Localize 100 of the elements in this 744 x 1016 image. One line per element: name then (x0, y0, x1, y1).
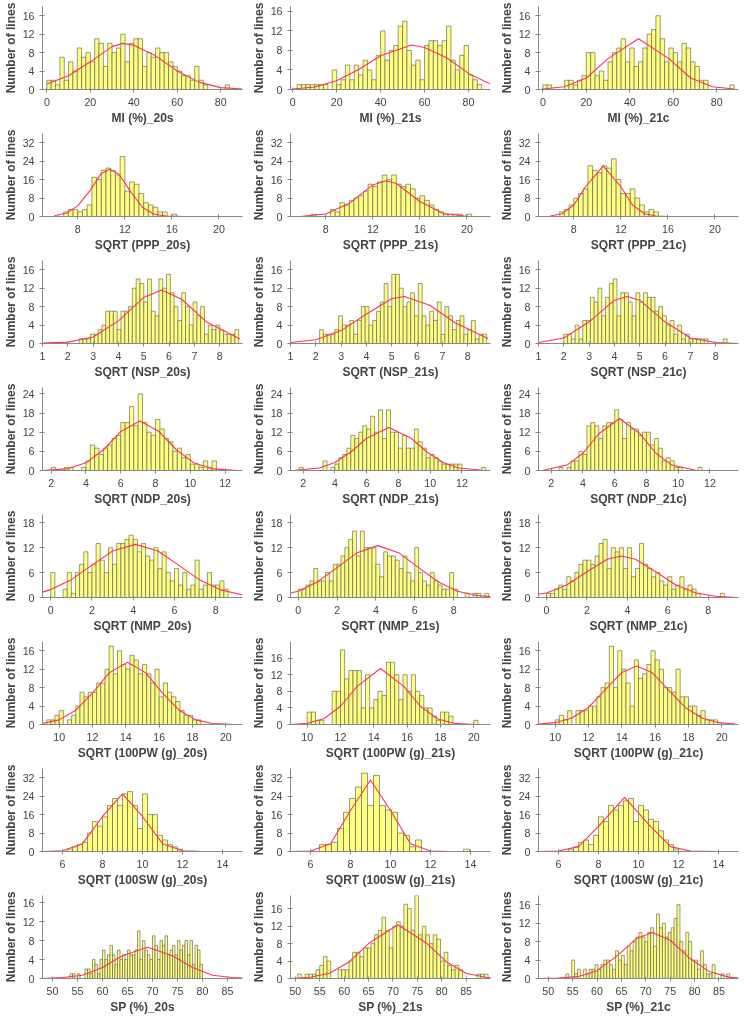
x-tick-label: 2 (312, 349, 319, 362)
x-tick-label: 20 (709, 222, 721, 235)
y-axis-title: Number of lines (3, 129, 18, 221)
y-tick-label: 0 (28, 464, 35, 477)
y-tick-label: 16 (22, 808, 35, 821)
y-tick-label: 0 (28, 83, 35, 96)
y-tick-label: 8 (524, 46, 531, 59)
x-tick-label: 12 (704, 476, 716, 489)
x-tick-label: 8 (216, 349, 223, 362)
x-tick-label: 16 (649, 730, 662, 743)
y-tick-label: 16 (270, 263, 283, 276)
y-tick-label: 32 (518, 136, 531, 149)
y-axis-title: Number of lines (251, 764, 266, 856)
y-tick-label: 0 (524, 718, 531, 731)
x-tick-label: 55 (313, 984, 326, 997)
x-axis-title: SQRT (NDP_20s) (94, 491, 191, 506)
y-tick-label: 16 (518, 808, 531, 821)
y-tick-label: 16 (22, 263, 35, 276)
x-tick-label: 3 (338, 349, 345, 362)
x-tick-label: 60 (96, 984, 109, 997)
x-tick-label: 8 (464, 349, 471, 362)
y-tick-label: 12 (270, 541, 283, 554)
x-tick-label: 16 (401, 730, 414, 743)
x-axis-title: SQRT (NMP_20s) (93, 618, 192, 633)
x-tick-label: 6 (307, 857, 314, 870)
y-tick-label: 12 (22, 282, 35, 295)
y-axis-title: Number of lines (499, 256, 514, 348)
x-tick-label: 60 (418, 95, 431, 108)
x-axis-title: SQRT (100PW (g)_21s) (325, 745, 456, 760)
x-tick-label: 75 (411, 984, 424, 997)
x-tick-label: 10 (672, 476, 685, 489)
y-tick-label: 32 (22, 136, 35, 149)
y-tick-label: 12 (518, 541, 531, 554)
x-tick-label: 12 (219, 476, 232, 489)
x-tick-label: 5 (636, 349, 643, 362)
y-axis-title: Number of lines (499, 764, 514, 856)
x-tick-label: 10 (184, 476, 197, 489)
x-tick-label: 20 (467, 730, 480, 743)
x-axis-title: SQRT (PPP_21c) (590, 237, 687, 252)
y-tick-label: 32 (518, 771, 531, 784)
y-tick-label: 12 (22, 915, 35, 928)
x-tick-label: 16 (153, 730, 166, 743)
x-tick-label: 85 (713, 984, 725, 997)
x-tick-label: 20 (580, 95, 593, 108)
y-axis-title: Number of lines (3, 256, 18, 348)
y-axis-title: Number of lines (3, 510, 18, 602)
y-tick-label: 24 (270, 790, 283, 803)
y-tick-label: 4 (276, 63, 283, 76)
y-tick-label: 12 (22, 663, 35, 676)
x-tick-label: 80 (214, 95, 227, 108)
y-tick-label: 4 (276, 701, 283, 714)
y-tick-label: 18 (518, 516, 531, 529)
y-tick-label: 6 (524, 445, 531, 458)
y-tick-label: 0 (276, 210, 283, 223)
y-tick-label: 16 (518, 9, 531, 22)
x-tick-label: 75 (171, 984, 184, 997)
y-tick-label: 8 (28, 192, 35, 205)
y-tick-label: 12 (270, 668, 283, 681)
x-tick-label: 8 (99, 857, 106, 870)
x-tick-label: 7 (439, 349, 446, 362)
y-tick-label: 0 (276, 337, 283, 350)
y-tick-label: 12 (518, 28, 531, 41)
y-tick-label: 18 (22, 407, 35, 420)
x-axis-title: SQRT (100SW (g)_21s) (325, 872, 456, 887)
x-tick-label: 12 (614, 222, 627, 235)
y-tick-label: 16 (270, 652, 283, 665)
x-tick-label: 2 (560, 349, 567, 362)
x-tick-label: 4 (579, 476, 586, 489)
y-tick-label: 8 (276, 192, 283, 205)
y-axis-title: Number of lines (3, 2, 18, 94)
x-tick-label: 75 (664, 984, 677, 997)
x-tick-label: 18 (682, 730, 695, 743)
y-tick-label: 4 (524, 954, 531, 967)
x-tick-label: 8 (395, 476, 402, 489)
x-axis-title: SP (%)_21s (358, 999, 423, 1014)
x-tick-label: 6 (555, 857, 562, 870)
y-tick-label: 24 (518, 790, 531, 803)
x-tick-label: 4 (363, 349, 370, 362)
x-tick-label: 12 (672, 857, 685, 870)
y-axis-title: Number of lines (251, 510, 266, 602)
y-tick-label: 24 (518, 387, 531, 400)
x-tick-label: 0 (539, 95, 546, 108)
x-tick-label: 7 (687, 349, 694, 362)
y-tick-label: 6 (524, 566, 531, 579)
x-tick-label: 80 (435, 984, 448, 997)
x-tick-label: 8 (322, 222, 329, 235)
x-tick-label: 20 (84, 95, 97, 108)
x-axis-title: SQRT (NDP_21c) (590, 491, 687, 506)
x-tick-label: 8 (152, 476, 159, 489)
x-tick-label: 6 (414, 349, 421, 362)
y-tick-label: 4 (28, 65, 35, 78)
x-tick-label: 0 (543, 603, 550, 616)
x-tick-label: 12 (86, 730, 99, 743)
y-tick-label: 8 (276, 827, 283, 840)
x-tick-label: 2 (64, 349, 71, 362)
x-tick-label: 0 (47, 603, 54, 616)
x-tick-label: 60 (591, 984, 604, 997)
x-tick-label: 4 (331, 476, 338, 489)
y-tick-label: 24 (22, 155, 35, 168)
y-axis-title: Number of lines (3, 891, 18, 983)
